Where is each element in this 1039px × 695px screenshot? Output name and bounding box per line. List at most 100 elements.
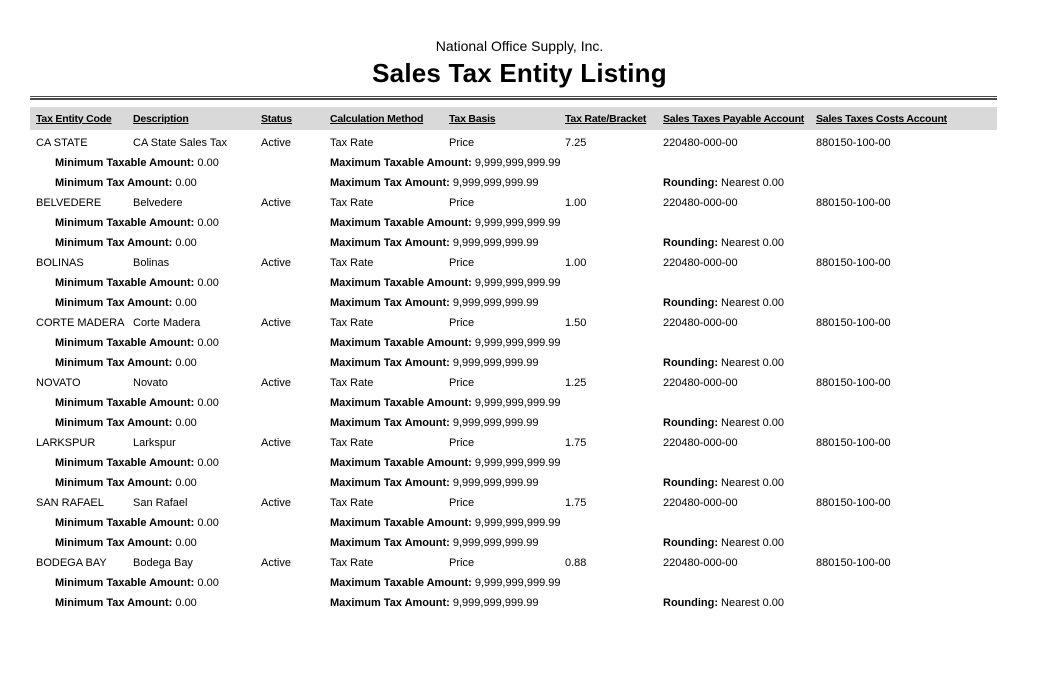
rounding-value: Nearest 0.00	[721, 477, 785, 489]
cell-description: San Rafael	[133, 497, 188, 509]
cell-status: Active	[261, 137, 291, 149]
cell-description: Corte Madera	[133, 317, 201, 329]
cell-tax-basis: Price	[449, 437, 475, 449]
cell-description: Larkspur	[133, 437, 176, 449]
rounding: Rounding: Nearest 0.00	[663, 593, 997, 613]
entity-main-row: CORTE MADERA Corte Madera Active Tax Rat…	[30, 313, 997, 333]
rounding-value: Nearest 0.00	[721, 417, 785, 429]
min-tax-value: 0.00	[175, 537, 197, 549]
entity-detail-row-taxable: Minimum Taxable Amount: 0.00 Maximum Tax…	[30, 213, 997, 233]
max-taxable-amount: Maximum Taxable Amount: 9,999,999,999.99	[330, 393, 663, 413]
cell-tax-entity-code: BODEGA BAY	[36, 557, 107, 569]
min-tax-value: 0.00	[175, 237, 197, 249]
max-tax-label: Maximum Tax Amount:	[330, 237, 450, 249]
max-tax-value: 9,999,999,999.99	[452, 237, 539, 249]
column-header-payable-account: Sales Taxes Payable Account	[663, 112, 805, 125]
rounding: Rounding: Nearest 0.00	[663, 173, 997, 193]
cell-tax-basis: Price	[449, 377, 475, 389]
max-tax-value: 9,999,999,999.99	[452, 477, 539, 489]
max-taxable-value: 9,999,999,999.99	[474, 277, 561, 289]
rounding-value: Nearest 0.00	[721, 177, 785, 189]
min-tax-amount: Minimum Tax Amount: 0.00	[36, 293, 330, 313]
max-taxable-label: Maximum Taxable Amount:	[330, 517, 472, 529]
cell-calculation-method: Tax Rate	[330, 137, 374, 149]
max-tax-label: Maximum Tax Amount:	[330, 597, 450, 609]
min-taxable-label: Minimum Taxable Amount:	[55, 457, 195, 469]
entity-main-row: BODEGA BAY Bodega Bay Active Tax Rate Pr…	[30, 553, 997, 573]
cell-payable-account: 220480-000-00	[663, 437, 738, 449]
max-taxable-label: Maximum Taxable Amount:	[330, 157, 472, 169]
min-taxable-value: 0.00	[197, 397, 219, 409]
max-taxable-amount: Maximum Taxable Amount: 9,999,999,999.99	[330, 213, 663, 233]
cell-tax-entity-code: LARKSPUR	[36, 437, 96, 449]
cell-tax-rate: 7.25	[565, 137, 587, 149]
column-header-status: Status	[261, 112, 292, 125]
max-tax-amount: Maximum Tax Amount: 9,999,999,999.99	[330, 233, 663, 253]
title-divider	[30, 96, 997, 100]
cell-tax-basis: Price	[449, 497, 475, 509]
min-taxable-value: 0.00	[197, 457, 219, 469]
max-tax-amount: Maximum Tax Amount: 9,999,999,999.99	[330, 593, 663, 613]
min-tax-value: 0.00	[175, 297, 197, 309]
cell-payable-account: 220480-000-00	[663, 137, 738, 149]
min-taxable-value: 0.00	[197, 157, 219, 169]
min-taxable-label: Minimum Taxable Amount:	[55, 217, 195, 229]
entity-main-row: LARKSPUR Larkspur Active Tax Rate Price …	[30, 433, 997, 453]
rounding: Rounding: Nearest 0.00	[663, 533, 997, 553]
entity-detail-row-taxable: Minimum Taxable Amount: 0.00 Maximum Tax…	[30, 513, 997, 533]
min-tax-value: 0.00	[175, 477, 197, 489]
cell-description: Bolinas	[133, 257, 170, 269]
cell-tax-entity-code: BOLINAS	[36, 257, 84, 269]
cell-tax-rate: 1.75	[565, 497, 587, 509]
cell-payable-account: 220480-000-00	[663, 197, 738, 209]
min-tax-amount: Minimum Tax Amount: 0.00	[36, 533, 330, 553]
min-taxable-amount: Minimum Taxable Amount: 0.00	[36, 333, 330, 353]
max-taxable-label: Maximum Taxable Amount:	[330, 337, 472, 349]
min-tax-value: 0.00	[175, 177, 197, 189]
cell-costs-account: 880150-100-00	[816, 557, 891, 569]
max-tax-value: 9,999,999,999.99	[452, 417, 539, 429]
max-taxable-amount: Maximum Taxable Amount: 9,999,999,999.99	[330, 573, 663, 593]
rounding: Rounding: Nearest 0.00	[663, 353, 997, 373]
min-tax-amount: Minimum Tax Amount: 0.00	[36, 353, 330, 373]
cell-tax-rate: 1.50	[565, 317, 587, 329]
cell-status: Active	[261, 377, 291, 389]
cell-costs-account: 880150-100-00	[816, 497, 891, 509]
rounding-label: Rounding:	[663, 237, 718, 249]
max-taxable-amount: Maximum Taxable Amount: 9,999,999,999.99	[330, 513, 663, 533]
min-tax-label: Minimum Tax Amount:	[55, 417, 173, 429]
cell-payable-account: 220480-000-00	[663, 557, 738, 569]
entity-detail-row-taxable: Minimum Taxable Amount: 0.00 Maximum Tax…	[30, 333, 997, 353]
cell-description: Novato	[133, 377, 168, 389]
column-header-tax-rate-bracket: Tax Rate/Bracket	[565, 112, 647, 125]
cell-costs-account: 880150-100-00	[816, 137, 891, 149]
max-taxable-value: 9,999,999,999.99	[474, 157, 561, 169]
cell-tax-entity-code: NOVATO	[36, 377, 81, 389]
max-tax-amount: Maximum Tax Amount: 9,999,999,999.99	[330, 353, 663, 373]
cell-calculation-method: Tax Rate	[330, 197, 374, 209]
max-taxable-amount: Maximum Taxable Amount: 9,999,999,999.99	[330, 453, 663, 473]
cell-tax-rate: 1.00	[565, 257, 587, 269]
cell-status: Active	[261, 257, 291, 269]
max-taxable-amount: Maximum Taxable Amount: 9,999,999,999.99	[330, 273, 663, 293]
cell-description: Bodega Bay	[133, 557, 193, 569]
cell-tax-rate: 1.00	[565, 197, 587, 209]
min-taxable-amount: Minimum Taxable Amount: 0.00	[36, 213, 330, 233]
cell-status: Active	[261, 497, 291, 509]
min-taxable-amount: Minimum Taxable Amount: 0.00	[36, 573, 330, 593]
min-tax-label: Minimum Tax Amount:	[55, 537, 173, 549]
cell-payable-account: 220480-000-00	[663, 377, 738, 389]
cell-tax-rate: 1.25	[565, 377, 587, 389]
cell-tax-basis: Price	[449, 137, 475, 149]
cell-tax-basis: Price	[449, 197, 475, 209]
min-taxable-label: Minimum Taxable Amount:	[55, 337, 195, 349]
max-taxable-label: Maximum Taxable Amount:	[330, 577, 472, 589]
cell-status: Active	[261, 197, 291, 209]
entity-block: CA STATE CA State Sales Tax Active Tax R…	[30, 133, 997, 193]
rounding-label: Rounding:	[663, 297, 718, 309]
entity-detail-row-taxable: Minimum Taxable Amount: 0.00 Maximum Tax…	[30, 453, 997, 473]
max-tax-label: Maximum Tax Amount:	[330, 417, 450, 429]
min-taxable-value: 0.00	[197, 577, 219, 589]
min-tax-amount: Minimum Tax Amount: 0.00	[36, 413, 330, 433]
